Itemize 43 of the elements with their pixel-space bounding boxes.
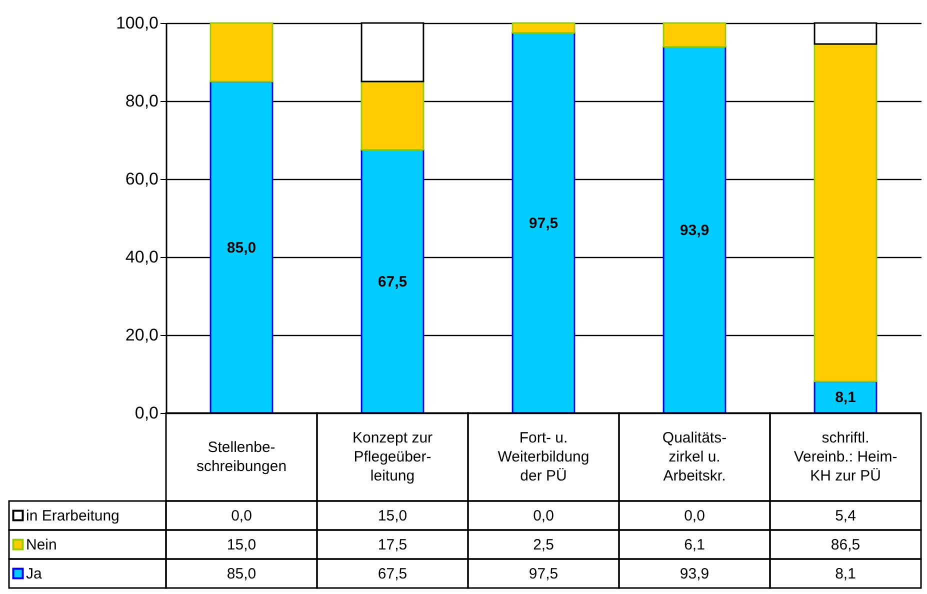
bar: [512, 32, 576, 414]
bar: [210, 22, 274, 82]
annotation: 85,0: [226, 239, 256, 256]
annotation: 93,9: [680, 222, 710, 239]
x-tick-label: Stellenbe- schreibungen: [196, 439, 287, 475]
annotation: 97,5: [528, 214, 558, 232]
bar: [814, 43, 878, 382]
bar: [662, 46, 726, 414]
data-label: 97,5: [528, 566, 558, 582]
annotation: 8,1: [835, 389, 856, 406]
data-label: 15,0: [378, 508, 408, 524]
data-label: 6,1: [684, 536, 705, 554]
y-tick-label: 60,0: [125, 170, 158, 188]
data-label: 8,1: [835, 566, 856, 582]
bar: [662, 22, 726, 48]
bar: [360, 149, 424, 414]
legend-label: Nein: [26, 536, 57, 554]
data-label: 67,5: [378, 566, 408, 582]
y-tick-label: 100,0: [116, 14, 158, 32]
x-tick-label: schriftl. Vereinb.: Heim- KH zur PÜ: [794, 430, 898, 484]
x-tick-label: Fort- u. Weiterbildung der PÜ: [498, 430, 590, 484]
data-label: 0,0: [684, 508, 705, 524]
y-tick-label: 80,0: [125, 92, 158, 110]
data-label: 15,0: [226, 536, 256, 554]
data-label: 93,9: [680, 566, 710, 582]
data-label: 85,0: [226, 566, 256, 582]
bar: [360, 80, 424, 150]
bar: [512, 22, 576, 34]
y-tick-label: 0,0: [134, 404, 158, 422]
data-label: 86,5: [830, 536, 860, 554]
data-label: 2,5: [533, 536, 554, 554]
data-label: 0,0: [533, 508, 554, 524]
x-tick-label: Konzept zur Pflegeüber- leitung: [352, 430, 433, 484]
data-label: 0,0: [231, 508, 252, 524]
y-tick-label: 20,0: [125, 326, 158, 344]
x-tick-label: Qualitäts- zirkel u. Arbeitskr.: [662, 430, 727, 484]
data-label: 17,5: [378, 536, 408, 554]
data-label: 5,4: [835, 508, 856, 524]
legend-label: in Erarbeitung: [26, 508, 120, 524]
legend-label: Ja: [26, 566, 42, 582]
y-tick-label: 40,0: [125, 248, 158, 266]
annotation: 67,5: [378, 273, 408, 290]
bar: [210, 80, 274, 414]
